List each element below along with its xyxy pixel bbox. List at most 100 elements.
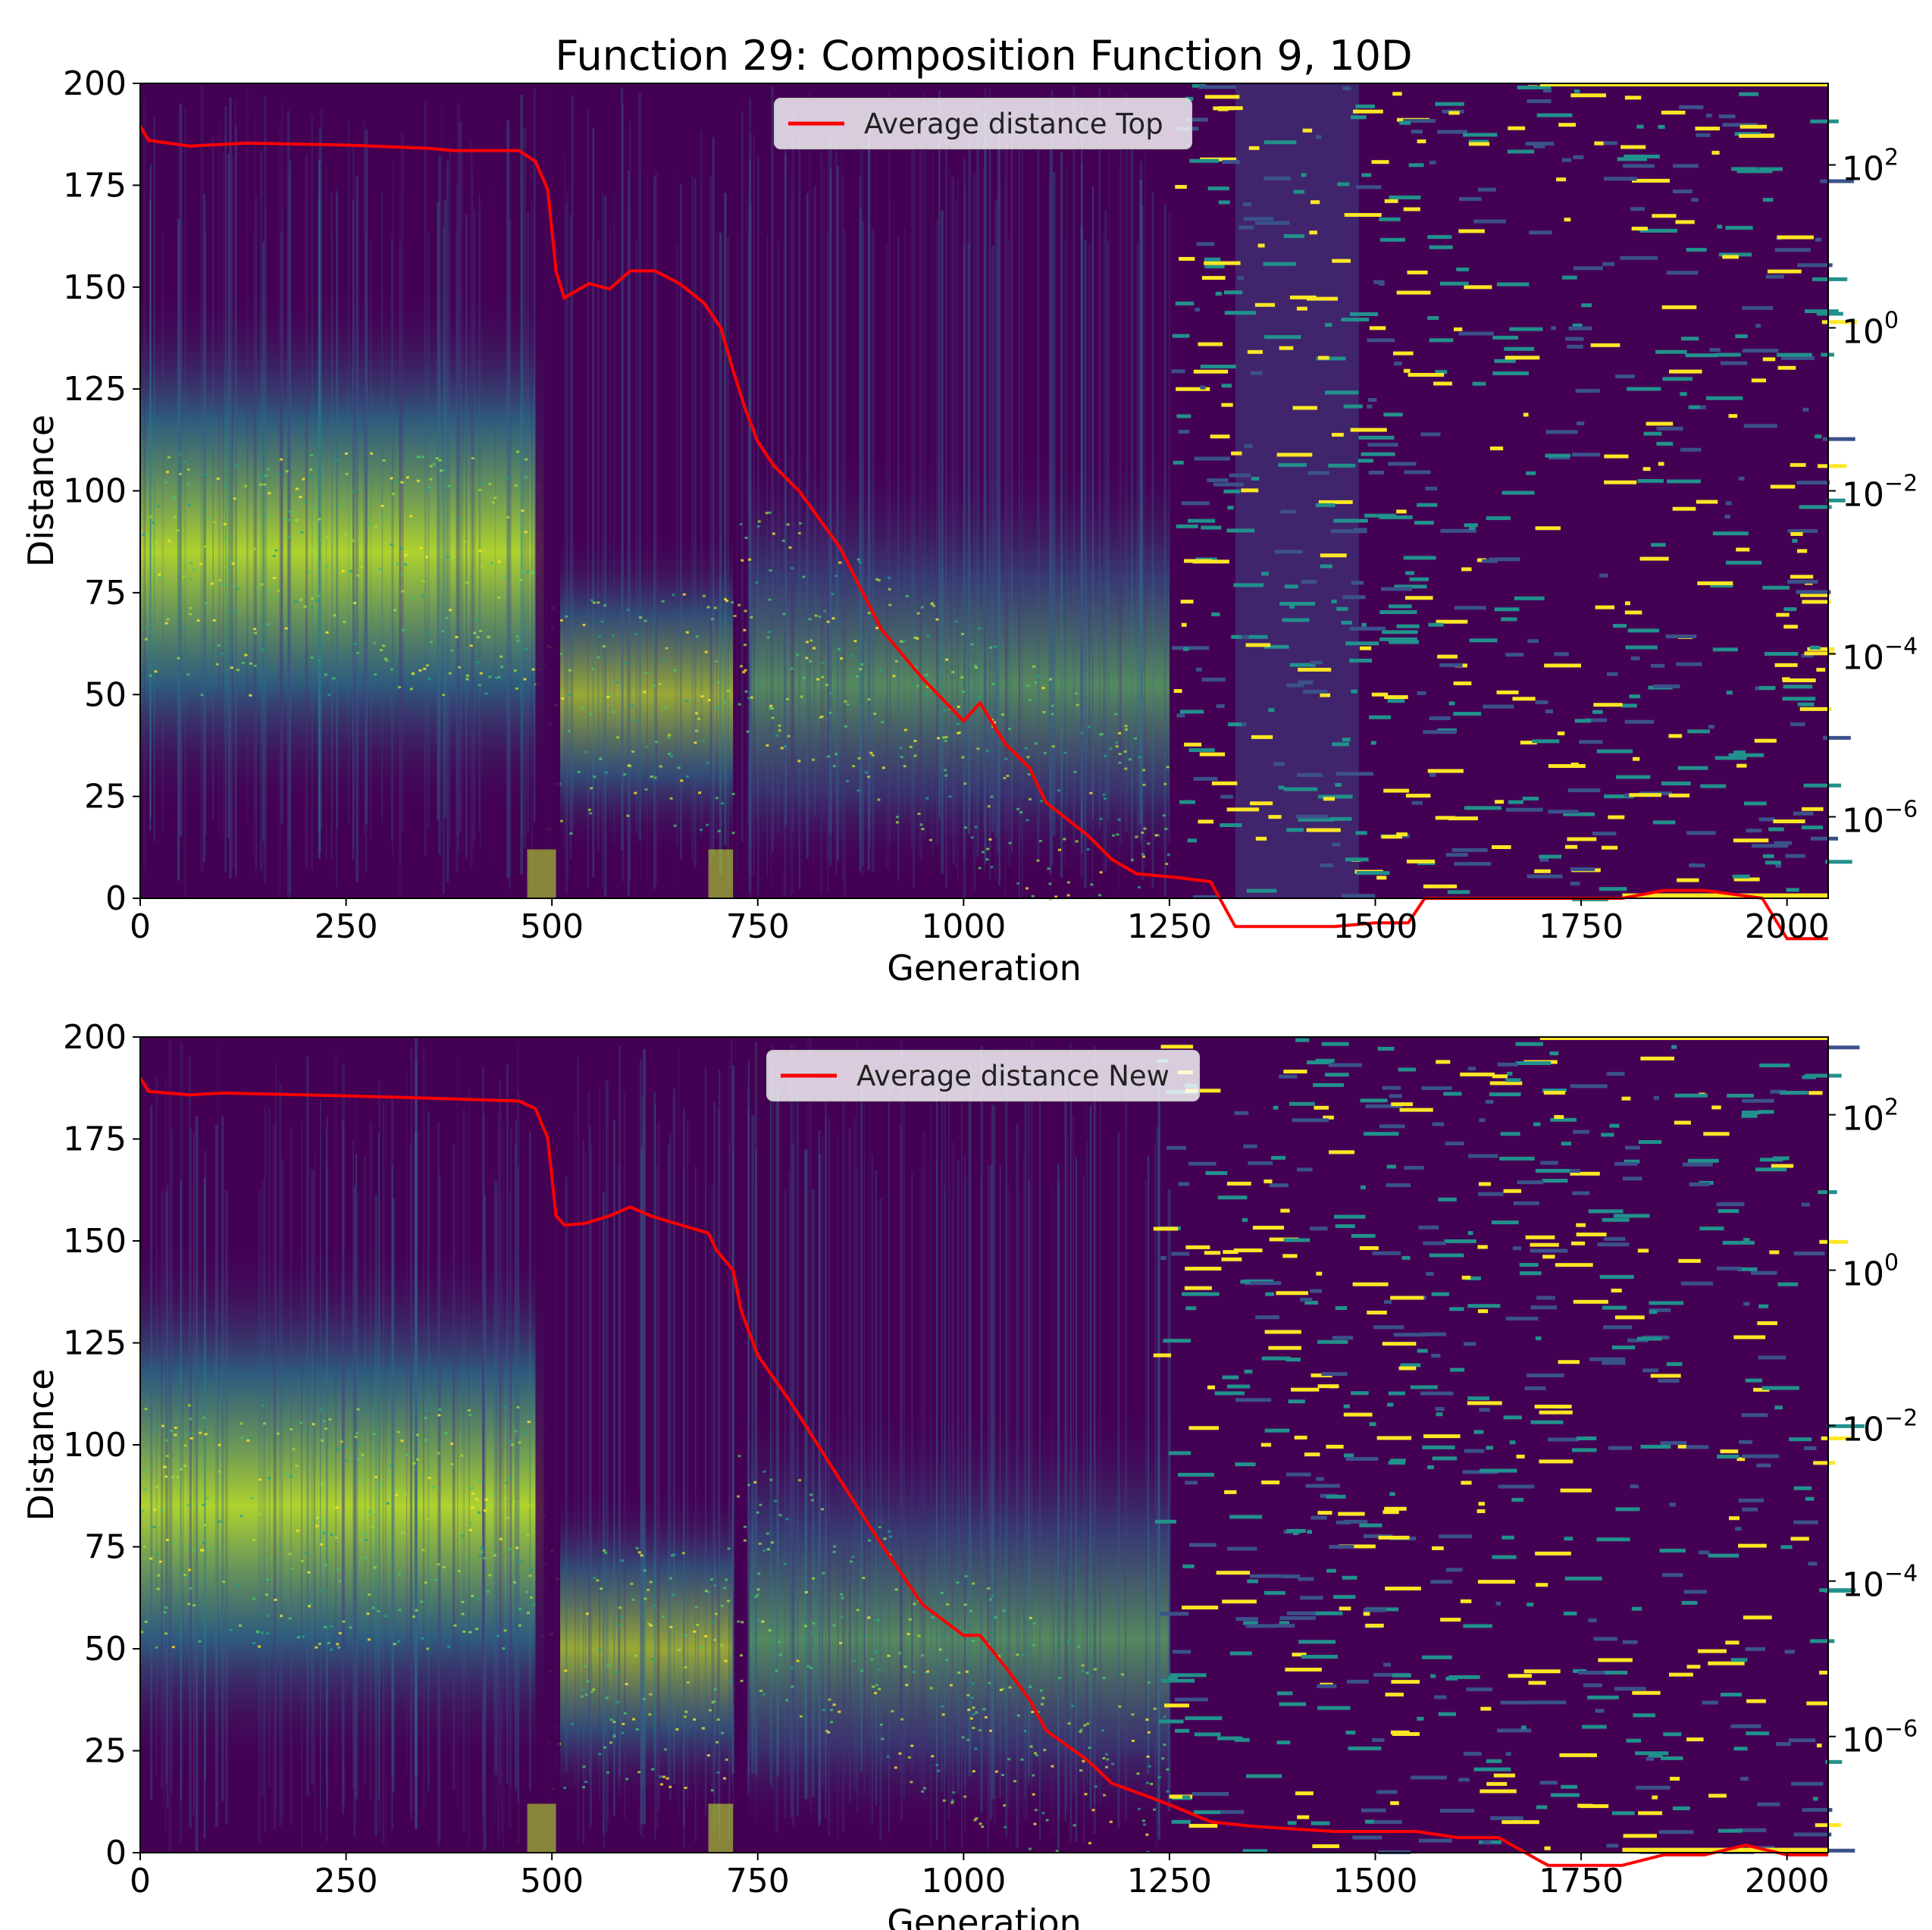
heatmap-cell: [864, 1635, 868, 1638]
heatmap-cell: [1539, 857, 1549, 862]
heatmap-cell: [853, 1659, 856, 1662]
heatmap-cell: [1145, 1719, 1149, 1722]
heatmap-streak: [205, 233, 207, 835]
heatmap-streak: [153, 115, 155, 842]
heatmap-cell: [1177, 1472, 1214, 1477]
heatmap-cell: [737, 603, 741, 606]
heatmap-cell: [1530, 1242, 1559, 1247]
heatmap-cell: [1505, 807, 1543, 812]
heatmap-cell: [244, 484, 248, 487]
heatmap-cell: [254, 631, 258, 634]
heatmap-cell: [312, 507, 315, 510]
heatmap-cell: [1115, 741, 1119, 744]
heatmap-cell: [762, 1470, 766, 1473]
heatmap-cell: [513, 669, 517, 672]
heatmap-cell: [973, 664, 977, 667]
heatmap-cell: [741, 559, 744, 562]
heatmap-streak: [628, 171, 631, 896]
heatmap-cell: [140, 1631, 144, 1634]
heatmap-cell: [1372, 1251, 1401, 1255]
heatmap-cell: [1214, 1391, 1245, 1396]
heatmap-cell: [189, 1437, 193, 1440]
heatmap-cell: [171, 1646, 175, 1649]
heatmap-cell: [603, 1746, 606, 1749]
heatmap-cell: [1426, 1271, 1434, 1276]
heatmap-cell: [1389, 640, 1420, 644]
heatmap-streak: [827, 230, 829, 861]
heatmap-cell: [710, 1789, 714, 1792]
heatmap-cell: [1264, 1428, 1290, 1433]
heatmap-cell: [1554, 1114, 1564, 1119]
heatmap-cell: [643, 1597, 647, 1600]
heatmap-cell: [623, 1712, 627, 1715]
heatmap-cell: [1467, 1231, 1473, 1236]
heatmap-cell: [1305, 1484, 1340, 1488]
heatmap-cell: [993, 721, 997, 724]
heatmap-cell: [1376, 876, 1387, 880]
heatmap-cell: [174, 515, 177, 519]
heatmap-cell: [640, 1554, 643, 1557]
heatmap-cell: [1260, 1443, 1272, 1447]
heatmap-streak: [227, 153, 230, 838]
heatmap-cell: [655, 741, 659, 744]
heatmap-cell: [1034, 742, 1038, 745]
heatmap-streak: [963, 158, 966, 838]
heatmap-streak: [984, 88, 986, 856]
heatmap-cell: [878, 1668, 881, 1671]
heatmap-cell: [963, 782, 967, 785]
heatmap-cell: [1233, 583, 1264, 587]
heatmap-cell: [404, 563, 408, 566]
heatmap-cell: [1387, 699, 1405, 703]
heatmap-streak: [1028, 1181, 1031, 1784]
heatmap-cell: [634, 632, 638, 635]
heatmap-cell: [678, 1649, 681, 1652]
heatmap-cell: [649, 1693, 653, 1696]
heatmap-cell: [354, 1435, 358, 1438]
heatmap-streak: [784, 1189, 787, 1819]
heatmap-streak: [606, 1079, 608, 1833]
heatmap-cell: [307, 1571, 311, 1574]
heatmap-cell: [675, 1728, 679, 1731]
heatmap-cell: [668, 752, 672, 755]
heatmap-streak: [326, 1117, 328, 1808]
heatmap-streak: [1066, 1136, 1069, 1812]
heatmap-cell: [1293, 1531, 1299, 1535]
heatmap-cell: [991, 1594, 994, 1597]
heatmap-streak: [622, 103, 624, 882]
heatmap-cell: [1768, 827, 1784, 832]
heatmap-cell: [1758, 1110, 1774, 1114]
heatmap-cell: [515, 635, 519, 638]
heatmap-cell: [249, 1437, 252, 1440]
heatmap-cell: [728, 1681, 732, 1684]
heatmap-cell: [235, 587, 239, 591]
heatmap-cell: [1668, 734, 1683, 738]
heatmap-cell: [1321, 1042, 1349, 1046]
heatmap-cell: [1073, 770, 1077, 773]
heatmap-cell: [1393, 1333, 1426, 1337]
heatmap-cell: [154, 541, 158, 544]
heatmap-cell: [532, 572, 536, 575]
heatmap-cell: [1368, 470, 1385, 475]
heatmap-cell: [1577, 1803, 1593, 1808]
heatmap-streak: [769, 1061, 772, 1786]
heatmap-streak: [517, 1043, 518, 1802]
heatmap-cell: [1356, 871, 1390, 876]
heatmap-cell: [674, 669, 678, 672]
heatmap-streak: [150, 1104, 153, 1800]
heatmap-cell: [1550, 1117, 1577, 1122]
heatmap-cell: [650, 775, 653, 778]
heatmap-cell: [416, 479, 420, 482]
heatmap-cell: [1204, 261, 1241, 265]
heatmap-cell: [1286, 683, 1304, 688]
heatmap-cell: [804, 1590, 808, 1593]
heatmap-cell: [1467, 1067, 1476, 1071]
heatmap-cell: [731, 601, 734, 604]
heatmap-cell: [1620, 255, 1658, 260]
heatmap-streak: [676, 243, 678, 847]
heatmap-cell: [1188, 1161, 1217, 1166]
heatmap-streak: [332, 236, 333, 828]
heatmap-cell: [1492, 1074, 1508, 1079]
heatmap-cell: [450, 649, 454, 652]
heatmap-cell: [1405, 794, 1431, 798]
heatmap-streak: [261, 1179, 265, 1797]
